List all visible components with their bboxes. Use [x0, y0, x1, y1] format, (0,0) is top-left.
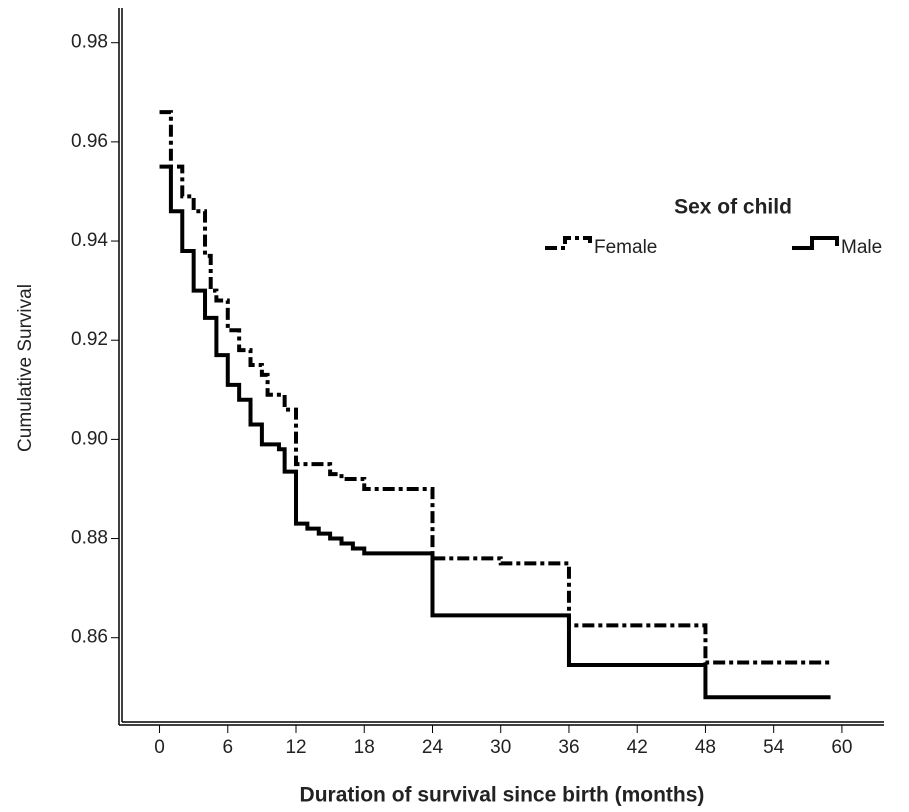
y-axis-label: Cumulative Survival [15, 284, 36, 452]
x-tick-label: 42 [627, 737, 648, 758]
survival-line [159, 110, 831, 665]
x-tick-label: 18 [354, 737, 375, 758]
x-tick-label: 6 [222, 737, 233, 758]
x-tick-label: 54 [763, 737, 785, 758]
x-tick-label: 30 [490, 737, 511, 758]
x-axis-label: Duration of survival since birth (months… [300, 784, 705, 807]
legend-marker [545, 236, 592, 250]
y-tick-label: 0.92 [71, 329, 108, 350]
x-tick-label: 24 [422, 737, 444, 758]
x-tick-label: 48 [695, 737, 716, 758]
y-tick-label: 0.86 [71, 627, 108, 648]
x-tick-label: 60 [831, 737, 852, 758]
legend-label: Male [841, 237, 882, 258]
survival-line [159, 164, 831, 700]
x-tick-label: 36 [558, 737, 579, 758]
x-tick-label: 0 [154, 737, 165, 758]
legend-marker [792, 236, 839, 250]
y-tick-label: 0.94 [71, 230, 108, 251]
x-tick-label: 12 [285, 737, 306, 758]
y-tick-label: 0.96 [71, 131, 108, 152]
y-tick-label: 0.98 [71, 32, 108, 53]
legend-title: Sex of child [674, 196, 792, 219]
y-tick-label: 0.88 [71, 528, 108, 549]
legend-label: Female [594, 237, 657, 258]
y-tick-label: 0.90 [71, 428, 108, 449]
